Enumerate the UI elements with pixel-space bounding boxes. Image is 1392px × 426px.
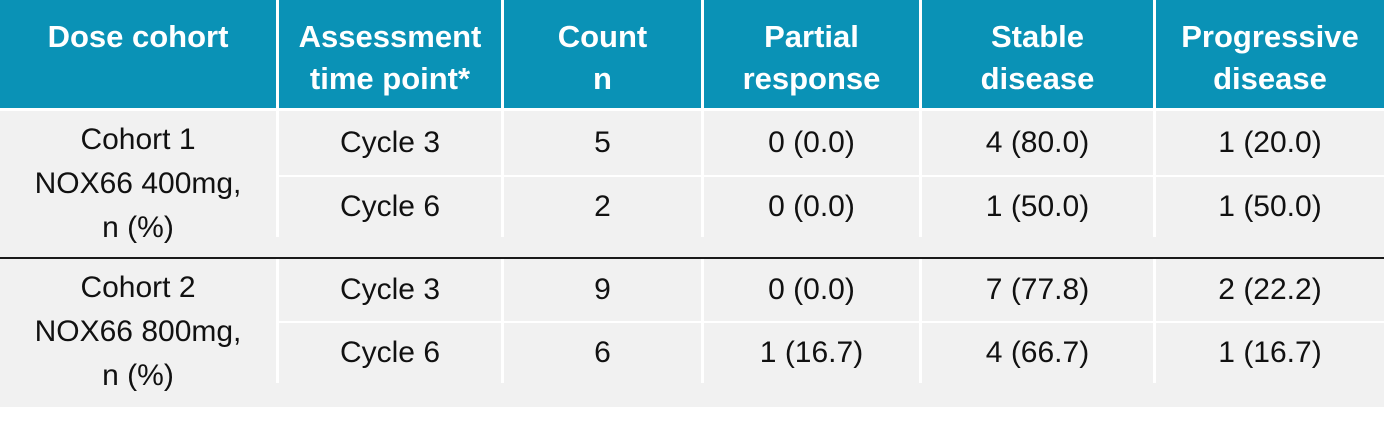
header-line: n [593, 61, 612, 96]
header-line: response [742, 61, 881, 96]
cohort-group-1: Cohort 1 NOX66 400mg, n (%) Cycle 3 5 0 … [0, 111, 1384, 259]
header-assessment-time-point: Assessment time point* [276, 0, 501, 108]
count-cell: 9 [501, 259, 701, 321]
stable-disease-cell: 4 (80.0) [919, 111, 1153, 175]
table-row: Cycle 6 2 0 (0.0) 1 (50.0) 1 (50.0) [276, 177, 1384, 257]
table-row: Cycle 3 9 0 (0.0) 7 (77.8) 2 (22.2) [276, 259, 1384, 323]
partial-response-cell: 1 (16.7) [701, 323, 919, 383]
cohort-line: n (%) [102, 359, 174, 392]
partial-response-cell: 0 (0.0) [701, 111, 919, 175]
cohort-group-2: Cohort 2 NOX66 800mg, n (%) Cycle 3 9 0 … [0, 259, 1384, 407]
header-line: Dose cohort [47, 19, 229, 54]
header-progressive-disease: Progressive disease [1153, 0, 1384, 108]
progressive-disease-cell: 1 (50.0) [1153, 177, 1384, 237]
cohort-line: NOX66 800mg, [34, 315, 242, 348]
progressive-disease-cell: 1 (20.0) [1153, 111, 1384, 175]
count-cell: 6 [501, 323, 701, 383]
progressive-disease-cell: 1 (16.7) [1153, 323, 1384, 383]
table-header: Dose cohort Assessment time point* Count… [0, 0, 1384, 108]
partial-response-cell: 0 (0.0) [701, 177, 919, 237]
cohort-line: Cohort 1 [80, 123, 196, 156]
header-line: Progressive [1181, 19, 1359, 54]
time-point-cell: Cycle 6 [276, 177, 501, 237]
cohort-line: n (%) [102, 211, 174, 244]
cohort-label: Cohort 1 NOX66 400mg, n (%) [0, 111, 276, 257]
cohort-line: Cohort 2 [80, 271, 196, 304]
partial-response-cell: 0 (0.0) [701, 259, 919, 321]
header-line: Assessment [298, 19, 482, 54]
header-line: Partial [764, 19, 859, 54]
response-table: Dose cohort Assessment time point* Count… [0, 0, 1384, 407]
header-line: time point* [309, 61, 471, 96]
header-partial-response: Partial response [701, 0, 919, 108]
count-cell: 2 [501, 177, 701, 237]
table-row: Cycle 6 6 1 (16.7) 4 (66.7) 1 (16.7) [276, 323, 1384, 407]
time-point-cell: Cycle 3 [276, 259, 501, 321]
header-dose-cohort: Dose cohort [0, 0, 276, 108]
progressive-disease-cell: 2 (22.2) [1153, 259, 1384, 321]
table-row: Cycle 3 5 0 (0.0) 4 (80.0) 1 (20.0) [276, 111, 1384, 177]
time-point-cell: Cycle 3 [276, 111, 501, 175]
header-count: Count n [501, 0, 701, 108]
stable-disease-cell: 1 (50.0) [919, 177, 1153, 237]
stable-disease-cell: 4 (66.7) [919, 323, 1153, 383]
header-line: disease [1213, 61, 1327, 96]
time-point-cell: Cycle 6 [276, 323, 501, 383]
cohort-label: Cohort 2 NOX66 800mg, n (%) [0, 259, 276, 405]
header-line: Stable [990, 19, 1085, 54]
count-cell: 5 [501, 111, 701, 175]
header-stable-disease: Stable disease [919, 0, 1153, 108]
header-line: disease [980, 61, 1095, 96]
stable-disease-cell: 7 (77.8) [919, 259, 1153, 321]
cohort-rows: Cycle 3 5 0 (0.0) 4 (80.0) 1 (20.0) Cycl… [276, 111, 1384, 257]
cohort-line: NOX66 400mg, [34, 167, 242, 200]
cohort-rows: Cycle 3 9 0 (0.0) 7 (77.8) 2 (22.2) Cycl… [276, 259, 1384, 407]
header-line: Count [557, 19, 648, 54]
